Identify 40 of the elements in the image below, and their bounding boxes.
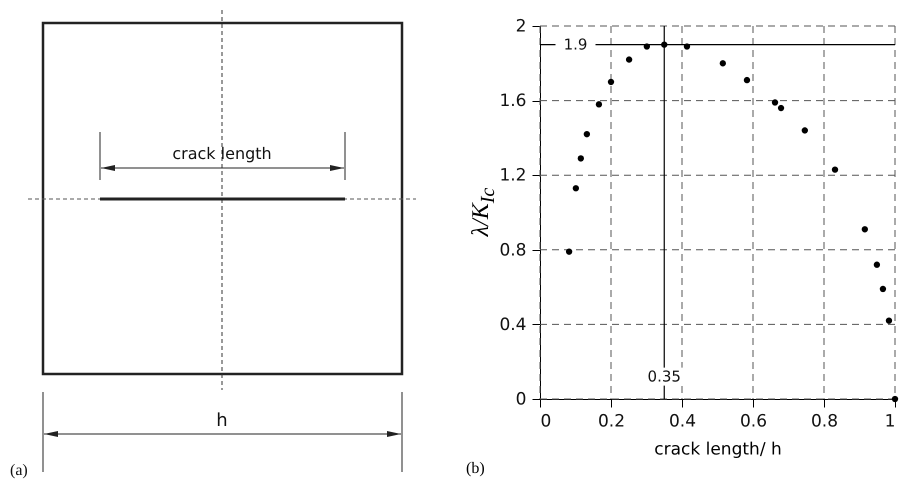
- x-axis-title: crack length/ h: [654, 440, 782, 460]
- point: [880, 286, 886, 292]
- x-tick-label: 0.6: [740, 412, 768, 432]
- point: [644, 43, 650, 50]
- point: [596, 101, 602, 108]
- point: [626, 56, 632, 63]
- x-tick-label: 0.8: [810, 412, 838, 432]
- point: [862, 226, 868, 232]
- point: [744, 76, 750, 84]
- y-tick-label: 0.4: [499, 314, 526, 335]
- x-tick-label: 1: [884, 412, 896, 432]
- text: (b): [466, 460, 485, 478]
- y-tick-label: 0.8: [499, 240, 526, 260]
- point: [874, 262, 880, 268]
- point: [584, 131, 590, 138]
- point: [572, 185, 580, 192]
- y-tick-label: 0: [516, 390, 526, 410]
- point: [608, 78, 614, 86]
- text: (a): [10, 462, 28, 479]
- ref-line-label: 1.9: [564, 36, 588, 54]
- y-tick-label: 1.2: [499, 166, 526, 186]
- y-tick-label: 1.6: [499, 91, 526, 112]
- point: [832, 166, 838, 173]
- point: [566, 248, 572, 255]
- ref-line-label: 0.35: [648, 368, 681, 386]
- y-tick-label: 2: [516, 16, 526, 36]
- text: crack length: [172, 144, 272, 163]
- x-tick-label: 0.2: [598, 412, 626, 432]
- x-tick-label: 0: [540, 412, 552, 432]
- point: [661, 41, 668, 48]
- point: [886, 318, 892, 324]
- point: [720, 60, 726, 66]
- x-tick-label: 0.4: [668, 412, 696, 432]
- text: h: [216, 410, 228, 431]
- point: [772, 99, 778, 106]
- point: [892, 396, 898, 402]
- point: [802, 127, 808, 134]
- point: [778, 104, 784, 112]
- point: [684, 43, 690, 50]
- point: [578, 155, 584, 162]
